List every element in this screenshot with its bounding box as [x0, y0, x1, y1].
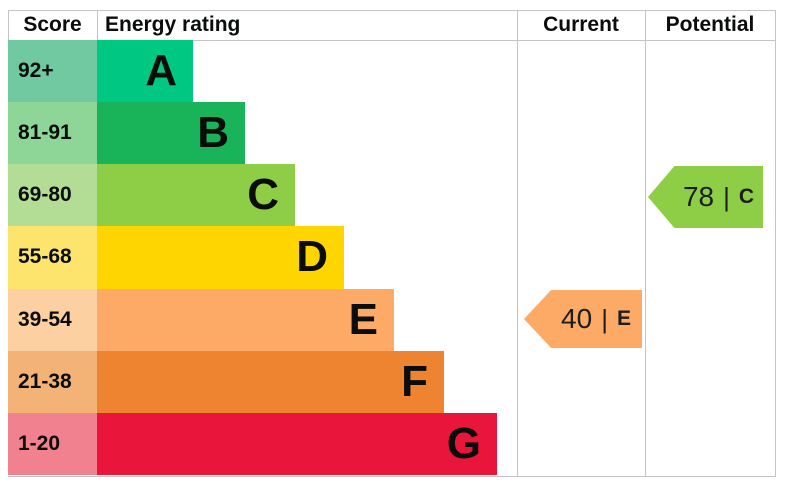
badge-separator: |	[723, 181, 730, 212]
rating-bar-b: B	[97, 102, 245, 165]
band-row-c: 69-80 C	[8, 164, 517, 227]
band-row-b: 81-91 B	[8, 102, 517, 165]
table-border-bottom	[8, 476, 775, 477]
current-score-value: 40	[561, 303, 593, 334]
table-border-top	[8, 10, 775, 11]
header-divider	[8, 40, 775, 41]
current-rating-badge: 40 | E	[524, 290, 642, 348]
rating-bar-c: C	[97, 164, 295, 227]
score-range-cell: 1-20	[8, 412, 97, 475]
table-border-right	[775, 10, 776, 477]
rating-letter: A	[145, 46, 177, 96]
score-range-cell: 39-54	[8, 288, 97, 351]
score-range-cell: 55-68	[8, 226, 97, 289]
score-column-divider	[97, 10, 98, 40]
band-rows: 92+ A 81-91 B 69-80 C 55-68 D 39-54 E 21…	[8, 40, 517, 475]
rating-letter: G	[446, 418, 481, 468]
score-range-cell: 92+	[8, 40, 97, 103]
band-row-g: 1-20 G	[8, 412, 517, 475]
band-row-f: 21-38 F	[8, 350, 517, 413]
current-band-letter: E	[616, 307, 631, 330]
header-current: Current	[543, 13, 619, 36]
rating-letter: E	[348, 294, 378, 344]
band-row-d: 55-68 D	[8, 226, 517, 289]
rating-letter: B	[197, 108, 229, 158]
potential-score-value: 78	[682, 181, 715, 212]
header-energy-rating: Energy rating	[105, 13, 241, 36]
potential-column-divider	[645, 10, 646, 477]
score-range-cell: 81-91	[8, 102, 97, 165]
current-column-divider	[517, 10, 518, 477]
rating-bar-g: G	[97, 412, 497, 475]
header-potential: Potential	[665, 13, 755, 36]
rating-letter: D	[296, 232, 328, 282]
band-row-e: 39-54 E	[8, 288, 517, 351]
rating-bar-e: E	[97, 288, 394, 351]
rating-bar-d: D	[97, 226, 344, 289]
potential-rating-badge: 78 | C	[648, 166, 763, 228]
rating-letter: F	[401, 356, 428, 406]
header-score: Score	[23, 13, 82, 36]
rating-letter: C	[247, 170, 279, 220]
rating-bar-a: A	[97, 40, 193, 103]
potential-band-letter: C	[738, 185, 755, 208]
table-border-left	[8, 10, 9, 40]
badge-separator: |	[601, 303, 608, 334]
score-range-cell: 21-38	[8, 350, 97, 413]
rating-bar-f: F	[97, 350, 444, 413]
band-row-a: 92+ A	[8, 40, 517, 103]
score-range-cell: 69-80	[8, 164, 97, 227]
